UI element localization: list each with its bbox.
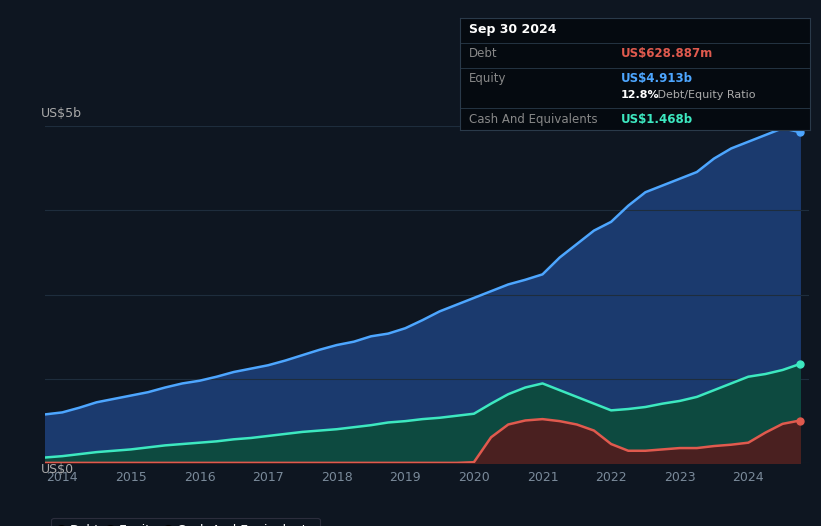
Text: US$628.887m: US$628.887m [621, 47, 713, 60]
Text: Cash And Equivalents: Cash And Equivalents [469, 114, 598, 126]
Legend: Debt, Equity, Cash And Equivalents: Debt, Equity, Cash And Equivalents [52, 518, 319, 526]
Text: US$0: US$0 [41, 463, 75, 476]
Text: Debt: Debt [469, 47, 498, 60]
Text: US$5b: US$5b [41, 106, 82, 119]
Text: US$4.913b: US$4.913b [621, 72, 693, 85]
Text: 12.8%: 12.8% [621, 90, 659, 100]
Text: Debt/Equity Ratio: Debt/Equity Ratio [654, 90, 756, 100]
Text: Sep 30 2024: Sep 30 2024 [469, 23, 557, 36]
Text: US$1.468b: US$1.468b [621, 114, 693, 126]
Text: Equity: Equity [469, 72, 507, 85]
